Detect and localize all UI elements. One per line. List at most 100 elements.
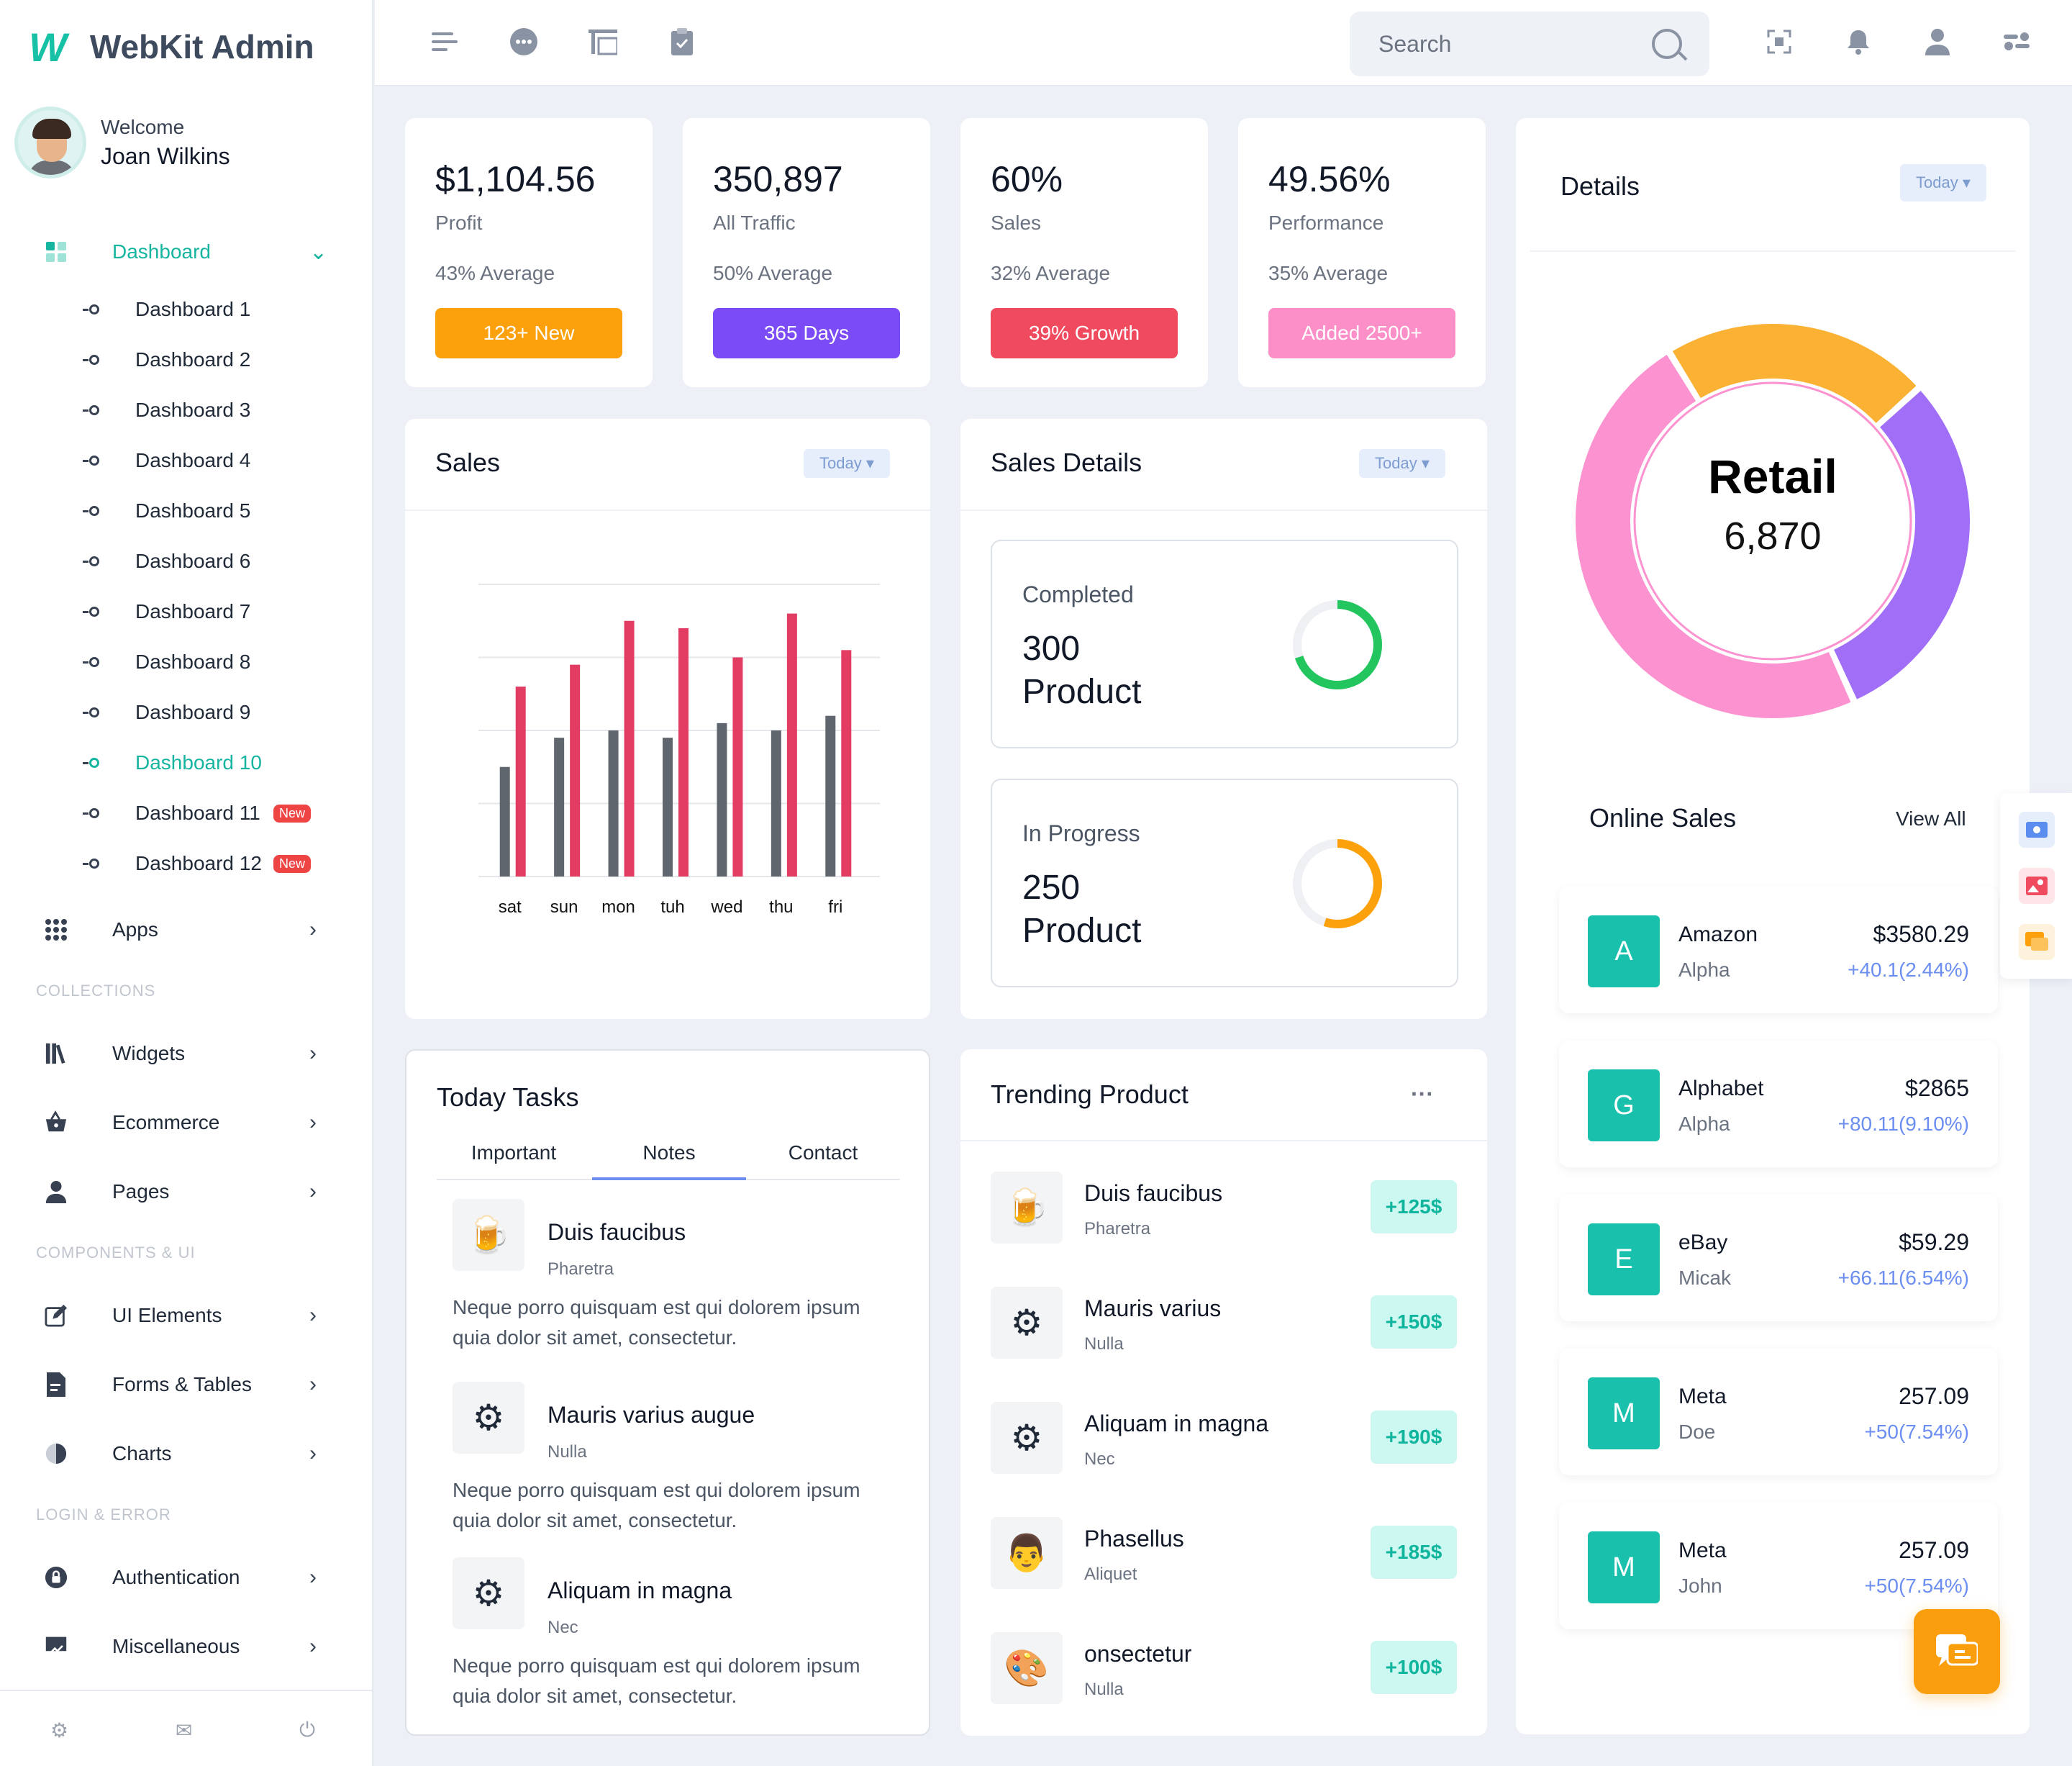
sidebar-item-label: Forms & Tables [112, 1373, 252, 1395]
stat-value: 350,897 [713, 159, 843, 199]
sidebar-subitem-dashboard-10[interactable]: Dashboard 10 [0, 741, 373, 784]
tab-important[interactable]: Important [471, 1141, 557, 1164]
trending-subtitle: Aliquet [1084, 1565, 1137, 1584]
sidebar-item-apps[interactable]: Apps › [0, 908, 373, 951]
brand[interactable]: W WebKit Admin [29, 22, 314, 72]
bar-sun-series-1[interactable] [554, 738, 565, 877]
sidebar-subitem-dashboard-2[interactable]: Dashboard 2 [0, 338, 373, 381]
settings-toggle-icon[interactable] [2001, 26, 2032, 58]
sidebar-subitem-dashboard-9[interactable]: Dashboard 9 [0, 691, 373, 734]
bar-mon-series-2[interactable] [624, 620, 635, 877]
sidebar-item-charts[interactable]: Charts › [0, 1432, 373, 1475]
sidebar-subitem-dashboard-5[interactable]: Dashboard 5 [0, 489, 373, 533]
company-sub: Alpha [1678, 959, 1730, 981]
stat-card: 60% Sales 32% Average 39% Growth [960, 118, 1208, 387]
donut-segment-2[interactable] [1830, 386, 1973, 704]
online-sales-item[interactable]: G Alphabet Alpha $2865 +80.11(9.10%) [1559, 1041, 1998, 1167]
bar-fri-series-2[interactable] [841, 650, 852, 877]
sidebar-subitem-dashboard-6[interactable]: Dashboard 6 [0, 540, 373, 583]
search-box[interactable] [1350, 12, 1709, 76]
user-name: Joan Wilkins [101, 142, 230, 169]
company-sub: Doe [1678, 1421, 1716, 1443]
stat-button[interactable]: 123+ New [435, 308, 622, 358]
bar-sun-series-2[interactable] [570, 664, 581, 877]
sidebar-item-miscellaneous[interactable]: Miscellaneous › [0, 1625, 373, 1668]
details-filter-button[interactable]: Today ▾ [1900, 164, 1986, 201]
chat-button[interactable] [1914, 1609, 2000, 1694]
sidebar-item-ecommerce[interactable]: Ecommerce › [0, 1101, 373, 1144]
company-change: +50(7.54%) [1864, 1421, 1969, 1443]
sidebar-subitem-dashboard-1[interactable]: Dashboard 1 [0, 288, 373, 331]
sidebar-item-ui-elements[interactable]: UI Elements › [0, 1294, 373, 1337]
donut-segment-1[interactable] [1668, 321, 1921, 427]
sidebar-subitem-label: Dashboard 10 [135, 751, 262, 774]
bar-wed-series-1[interactable] [717, 723, 727, 877]
search-input[interactable] [1378, 27, 1637, 60]
in-progress-value: 250 [1022, 869, 1081, 907]
sidebar-item-dashboard[interactable]: Dashboard ⌄ [0, 230, 373, 273]
sales-details-filter-button[interactable]: Today ▾ [1359, 449, 1445, 478]
profile-icon[interactable] [1922, 26, 1953, 58]
layout-icon[interactable] [587, 26, 619, 58]
stat-button[interactable]: 39% Growth [991, 308, 1178, 358]
chevron-right-icon: › [309, 1634, 317, 1658]
tab-notes[interactable]: Notes [642, 1141, 696, 1164]
bell-icon[interactable] [1842, 26, 1874, 58]
section-login: LOGIN & ERROR [36, 1505, 171, 1523]
online-sales-item[interactable]: A Amazon Alpha $3580.29 +40.1(2.44%) [1559, 887, 1998, 1013]
tab-contact[interactable]: Contact [788, 1141, 858, 1164]
sidebar-item-widgets[interactable]: Widgets › [0, 1032, 373, 1075]
search-icon[interactable] [1652, 29, 1682, 59]
sidebar-item-pages[interactable]: Pages › [0, 1170, 373, 1213]
stat-button[interactable]: Added 2500+ [1268, 308, 1455, 358]
user-profile[interactable]: Welcome Joan Wilkins [14, 107, 230, 178]
task-subtitle: Pharetra [547, 1259, 614, 1279]
camera-icon[interactable] [2019, 812, 2055, 848]
bar-wed-series-2[interactable] [732, 657, 743, 877]
pie-chart-icon [45, 1442, 68, 1465]
sidebar-item-forms-tables[interactable]: Forms & Tables › [0, 1363, 373, 1406]
more-options-icon[interactable]: ··· [1411, 1081, 1434, 1107]
sidebar-subitem-dashboard-4[interactable]: Dashboard 4 [0, 439, 373, 482]
sales-filter-button[interactable]: Today ▾ [804, 449, 890, 478]
bar-thu-series-1[interactable] [771, 730, 781, 877]
bar-thu-series-2[interactable] [786, 613, 797, 877]
sidebar-subitem-dashboard-11[interactable]: Dashboard 11 New [0, 792, 373, 835]
donut-segment-3[interactable] [1573, 350, 1855, 721]
stat-button[interactable]: 365 Days [713, 308, 900, 358]
task-title: Mauris varius augue [547, 1402, 755, 1428]
x-tick-label: thu [769, 897, 793, 917]
sidebar-item-authentication[interactable]: Authentication › [0, 1556, 373, 1599]
menu-icon[interactable] [429, 26, 460, 58]
gallery-icon[interactable] [2019, 868, 2055, 904]
fullscreen-icon[interactable] [1763, 26, 1795, 58]
sidebar-subitem-dashboard-7[interactable]: Dashboard 7 [0, 590, 373, 633]
bar-sat-series-1[interactable] [499, 766, 510, 877]
task-description: Neque porro quisquam est qui dolorem ips… [453, 1479, 860, 1531]
sidebar-item-label: Apps [112, 918, 158, 941]
bar-tuh-series-1[interactable] [663, 738, 673, 877]
sidebar-footer: ⚙ ✉ ⏻ [0, 1690, 373, 1766]
details-title: Details [1560, 171, 1640, 201]
online-sales-item[interactable]: M Meta John 257.09 +50(7.54%) [1559, 1503, 1998, 1629]
power-icon[interactable]: ⏻ [299, 1719, 316, 1741]
bar-mon-series-1[interactable] [608, 730, 619, 877]
company-change: +50(7.54%) [1864, 1575, 1969, 1597]
settings-icon[interactable]: ⚙ [50, 1719, 69, 1742]
sidebar-subitem-dashboard-12[interactable]: Dashboard 12 New [0, 842, 373, 885]
company-name: Meta [1678, 1539, 1727, 1562]
mail-icon[interactable]: ✉ [176, 1719, 193, 1742]
sidebar-subitem-dashboard-8[interactable]: Dashboard 8 [0, 640, 373, 684]
messages-icon[interactable] [2019, 924, 2055, 960]
bar-sat-series-2[interactable] [515, 687, 526, 877]
chat-icon[interactable] [508, 26, 540, 58]
bar-fri-series-1[interactable] [825, 715, 836, 877]
view-all-link[interactable]: View All [1896, 807, 1966, 830]
sidebar-subitem-dashboard-3[interactable]: Dashboard 3 [0, 389, 373, 432]
online-sales-item[interactable]: M Meta Doe 257.09 +50(7.54%) [1559, 1349, 1998, 1475]
bar-tuh-series-2[interactable] [678, 628, 689, 877]
clipboard-icon[interactable] [666, 26, 698, 58]
sidebar-subitem-label: Dashboard 4 [135, 449, 251, 471]
bullet-icon [83, 707, 99, 717]
